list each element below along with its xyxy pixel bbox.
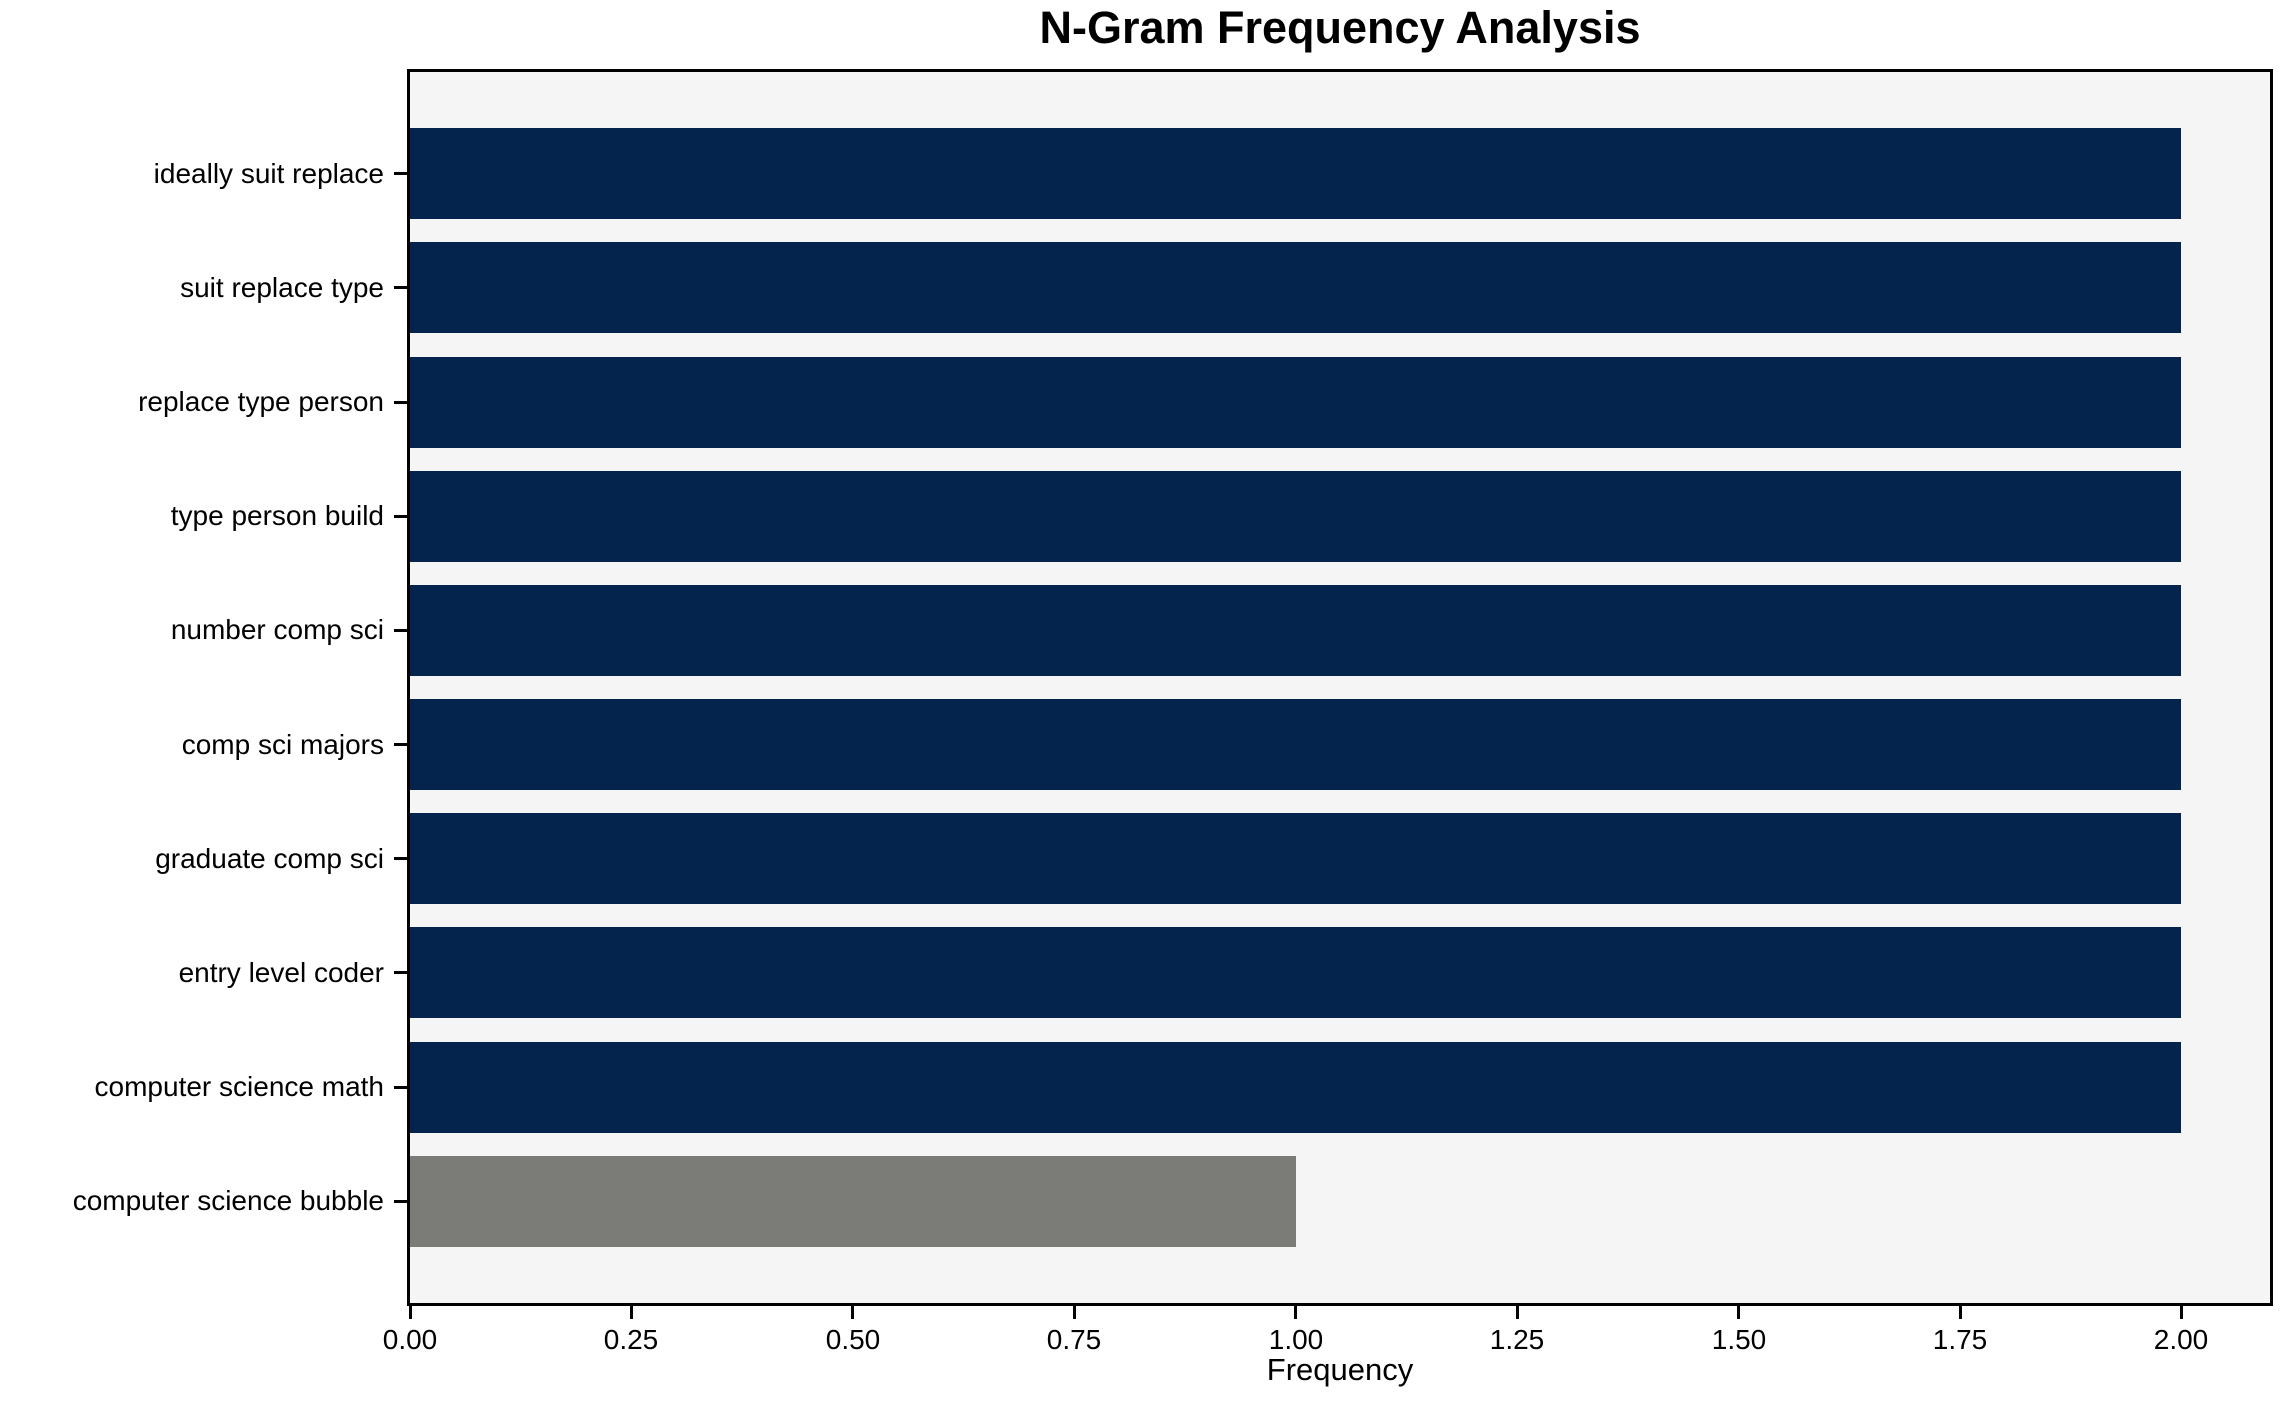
x-tick-label: 1.25: [1489, 1324, 1545, 1355]
y-tick-label: number comp sci: [170, 614, 384, 645]
y-tick-label: suit replace type: [180, 272, 384, 303]
plot-area: [407, 69, 2273, 1306]
y-tick-label: type person build: [170, 500, 384, 531]
x-tick-label: 0.75: [1046, 1324, 1102, 1355]
y-tick-mark: [394, 743, 407, 746]
y-tick-label: replace type person: [138, 386, 384, 417]
x-tick-label: 0.25: [603, 1324, 659, 1355]
y-tick-label: comp sci majors: [181, 729, 384, 760]
x-tick-label: 2.00: [2153, 1324, 2209, 1355]
x-tick-mark: [1073, 1306, 1076, 1319]
y-tick-mark: [394, 401, 407, 404]
y-tick-mark: [394, 1086, 407, 1089]
x-tick-label: 0.50: [825, 1324, 881, 1355]
bar: [410, 1156, 1296, 1247]
bar: [410, 1042, 2181, 1133]
y-tick-label: entry level coder: [178, 957, 384, 988]
y-tick-label: computer science bubble: [72, 1185, 384, 1216]
chart-title: N-Gram Frequency Analysis: [1039, 2, 1641, 53]
y-tick-mark: [394, 286, 407, 289]
bar: [410, 699, 2181, 790]
x-tick-label: 0.00: [382, 1324, 438, 1355]
x-tick-mark: [1737, 1306, 1740, 1319]
bar: [410, 471, 2181, 562]
y-tick-mark: [394, 172, 407, 175]
y-tick-mark: [394, 1200, 407, 1203]
bar: [410, 357, 2181, 448]
y-tick-label: ideally suit replace: [153, 158, 384, 189]
x-tick-mark: [851, 1306, 854, 1319]
y-tick-mark: [394, 857, 407, 860]
y-tick-mark: [394, 629, 407, 632]
bar: [410, 242, 2181, 333]
x-tick-label: 1.50: [1711, 1324, 1767, 1355]
bar: [410, 813, 2181, 904]
y-tick-label: computer science math: [94, 1071, 384, 1102]
x-tick-mark: [1516, 1306, 1519, 1319]
bar: [410, 585, 2181, 676]
y-tick-label: graduate comp sci: [155, 843, 384, 874]
x-tick-mark: [1294, 1306, 1297, 1319]
x-tick-mark: [409, 1306, 412, 1319]
x-tick-label: 1.00: [1268, 1324, 1324, 1355]
y-tick-mark: [394, 515, 407, 518]
x-tick-label: 1.75: [1932, 1324, 1988, 1355]
x-tick-mark: [630, 1306, 633, 1319]
x-tick-mark: [2180, 1306, 2183, 1319]
x-axis-label: Frequency: [1266, 1352, 1414, 1387]
x-tick-mark: [1959, 1306, 1962, 1319]
bar: [410, 128, 2181, 219]
bar: [410, 927, 2181, 1018]
y-tick-mark: [394, 971, 407, 974]
